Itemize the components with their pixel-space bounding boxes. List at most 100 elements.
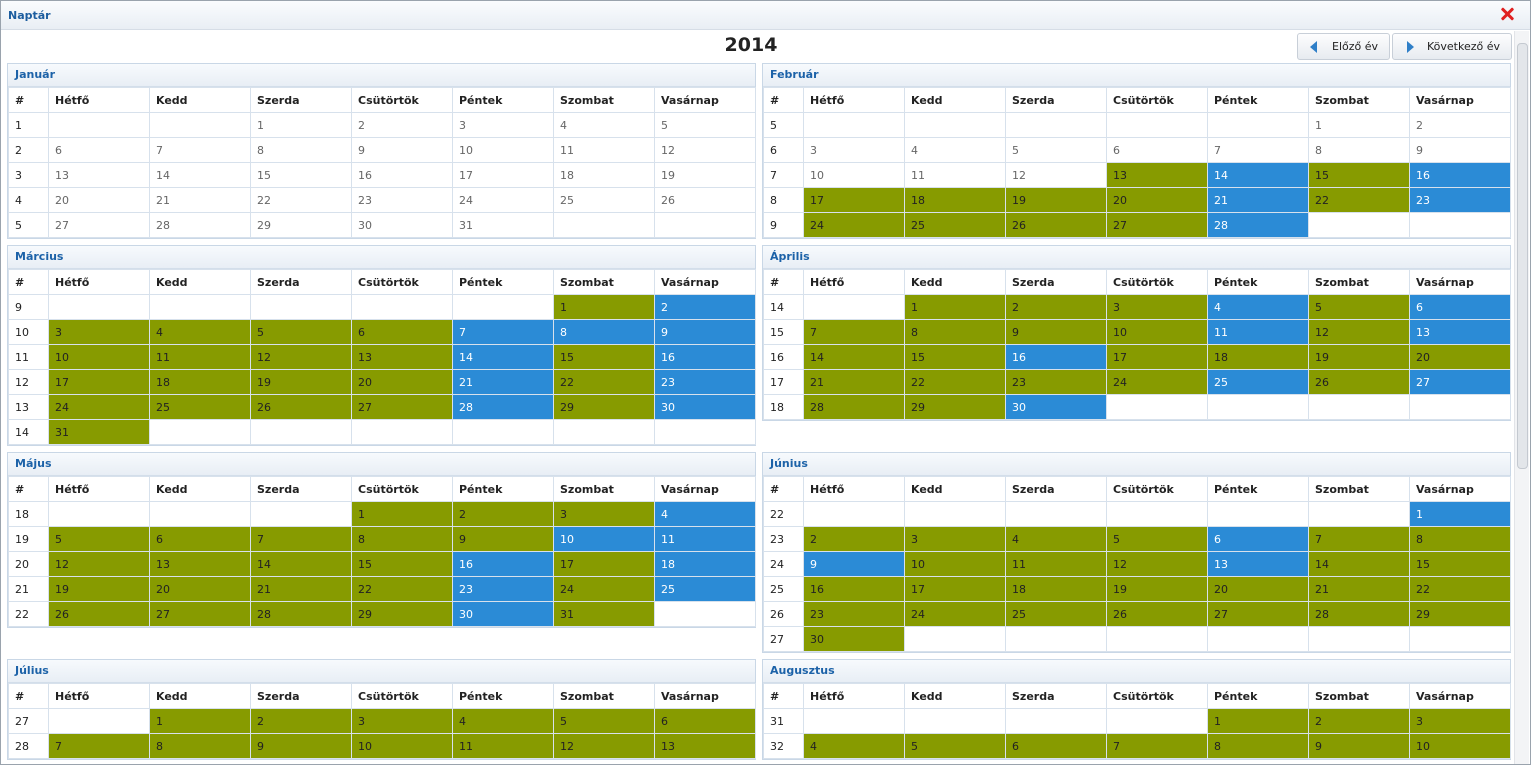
day-cell[interactable]: 5 <box>654 112 756 138</box>
day-cell[interactable]: 10 <box>351 733 453 759</box>
day-cell[interactable]: 6 <box>1409 294 1511 320</box>
day-cell[interactable]: 28 <box>1207 212 1309 238</box>
day-cell[interactable]: 13 <box>654 733 756 759</box>
day-cell[interactable]: 4 <box>553 112 655 138</box>
day-cell[interactable]: 27 <box>48 212 150 238</box>
day-cell[interactable]: 7 <box>48 733 150 759</box>
day-cell[interactable]: 12 <box>654 137 756 163</box>
day-cell[interactable]: 28 <box>149 212 251 238</box>
day-cell[interactable]: 3 <box>1106 294 1208 320</box>
day-cell[interactable]: 7 <box>250 526 352 552</box>
day-cell[interactable]: 22 <box>351 576 453 602</box>
day-cell[interactable]: 5 <box>1005 137 1107 163</box>
day-cell[interactable]: 8 <box>250 137 352 163</box>
day-cell[interactable]: 13 <box>149 551 251 577</box>
vertical-scrollbar[interactable] <box>1514 31 1529 764</box>
day-cell[interactable]: 6 <box>654 708 756 734</box>
day-cell[interactable]: 15 <box>1308 162 1410 188</box>
day-cell[interactable]: 29 <box>1409 601 1511 627</box>
day-cell[interactable]: 27 <box>1207 601 1309 627</box>
day-cell[interactable]: 15 <box>553 344 655 370</box>
day-cell[interactable]: 1 <box>1409 501 1511 527</box>
day-cell[interactable]: 24 <box>904 601 1006 627</box>
day-cell[interactable]: 18 <box>654 551 756 577</box>
day-cell[interactable]: 7 <box>803 319 905 345</box>
day-cell[interactable]: 1 <box>1308 112 1410 138</box>
day-cell[interactable]: 4 <box>1207 294 1309 320</box>
day-cell[interactable]: 28 <box>250 601 352 627</box>
day-cell[interactable]: 3 <box>803 137 905 163</box>
day-cell[interactable]: 6 <box>1207 526 1309 552</box>
day-cell[interactable]: 23 <box>803 601 905 627</box>
day-cell[interactable]: 20 <box>1409 344 1511 370</box>
day-cell[interactable]: 18 <box>1207 344 1309 370</box>
day-cell[interactable]: 28 <box>1308 601 1410 627</box>
day-cell[interactable]: 7 <box>149 137 251 163</box>
day-cell[interactable]: 29 <box>904 394 1006 420</box>
day-cell[interactable]: 5 <box>48 526 150 552</box>
day-cell[interactable]: 16 <box>452 551 554 577</box>
day-cell[interactable]: 17 <box>553 551 655 577</box>
day-cell[interactable]: 24 <box>553 576 655 602</box>
day-cell[interactable]: 19 <box>48 576 150 602</box>
day-cell[interactable]: 13 <box>1409 319 1511 345</box>
day-cell[interactable]: 27 <box>149 601 251 627</box>
day-cell[interactable]: 6 <box>1106 137 1208 163</box>
day-cell[interactable]: 8 <box>1409 526 1511 552</box>
day-cell[interactable]: 12 <box>553 733 655 759</box>
day-cell[interactable]: 2 <box>250 708 352 734</box>
day-cell[interactable]: 1 <box>904 294 1006 320</box>
day-cell[interactable]: 11 <box>904 162 1006 188</box>
day-cell[interactable]: 31 <box>452 212 554 238</box>
day-cell[interactable]: 22 <box>1308 187 1410 213</box>
day-cell[interactable]: 17 <box>48 369 150 395</box>
day-cell[interactable]: 6 <box>1005 733 1107 759</box>
day-cell[interactable]: 26 <box>250 394 352 420</box>
day-cell[interactable]: 1 <box>149 708 251 734</box>
day-cell[interactable]: 11 <box>1005 551 1107 577</box>
day-cell[interactable]: 21 <box>1308 576 1410 602</box>
day-cell[interactable]: 5 <box>250 319 352 345</box>
day-cell[interactable]: 10 <box>1409 733 1511 759</box>
day-cell[interactable]: 26 <box>1106 601 1208 627</box>
day-cell[interactable]: 27 <box>351 394 453 420</box>
day-cell[interactable]: 16 <box>351 162 453 188</box>
day-cell[interactable]: 19 <box>1106 576 1208 602</box>
day-cell[interactable]: 23 <box>351 187 453 213</box>
day-cell[interactable]: 30 <box>1005 394 1107 420</box>
day-cell[interactable]: 28 <box>452 394 554 420</box>
day-cell[interactable]: 13 <box>48 162 150 188</box>
day-cell[interactable]: 10 <box>803 162 905 188</box>
day-cell[interactable]: 30 <box>351 212 453 238</box>
day-cell[interactable]: 8 <box>1308 137 1410 163</box>
day-cell[interactable]: 18 <box>904 187 1006 213</box>
day-cell[interactable]: 15 <box>351 551 453 577</box>
day-cell[interactable]: 3 <box>1409 708 1511 734</box>
day-cell[interactable]: 23 <box>654 369 756 395</box>
day-cell[interactable]: 8 <box>351 526 453 552</box>
day-cell[interactable]: 18 <box>1005 576 1107 602</box>
day-cell[interactable]: 31 <box>48 419 150 445</box>
day-cell[interactable]: 5 <box>1106 526 1208 552</box>
day-cell[interactable]: 6 <box>351 319 453 345</box>
day-cell[interactable]: 26 <box>1308 369 1410 395</box>
day-cell[interactable]: 9 <box>250 733 352 759</box>
day-cell[interactable]: 11 <box>452 733 554 759</box>
day-cell[interactable]: 10 <box>553 526 655 552</box>
day-cell[interactable]: 2 <box>1005 294 1107 320</box>
day-cell[interactable]: 13 <box>1106 162 1208 188</box>
day-cell[interactable]: 29 <box>553 394 655 420</box>
day-cell[interactable]: 17 <box>803 187 905 213</box>
day-cell[interactable]: 15 <box>904 344 1006 370</box>
day-cell[interactable]: 27 <box>1409 369 1511 395</box>
day-cell[interactable]: 23 <box>1005 369 1107 395</box>
close-icon[interactable] <box>1500 7 1514 21</box>
day-cell[interactable]: 14 <box>1308 551 1410 577</box>
day-cell[interactable]: 4 <box>654 501 756 527</box>
day-cell[interactable]: 20 <box>1106 187 1208 213</box>
day-cell[interactable]: 21 <box>1207 187 1309 213</box>
day-cell[interactable]: 26 <box>654 187 756 213</box>
day-cell[interactable]: 3 <box>904 526 1006 552</box>
day-cell[interactable]: 22 <box>250 187 352 213</box>
day-cell[interactable]: 14 <box>1207 162 1309 188</box>
